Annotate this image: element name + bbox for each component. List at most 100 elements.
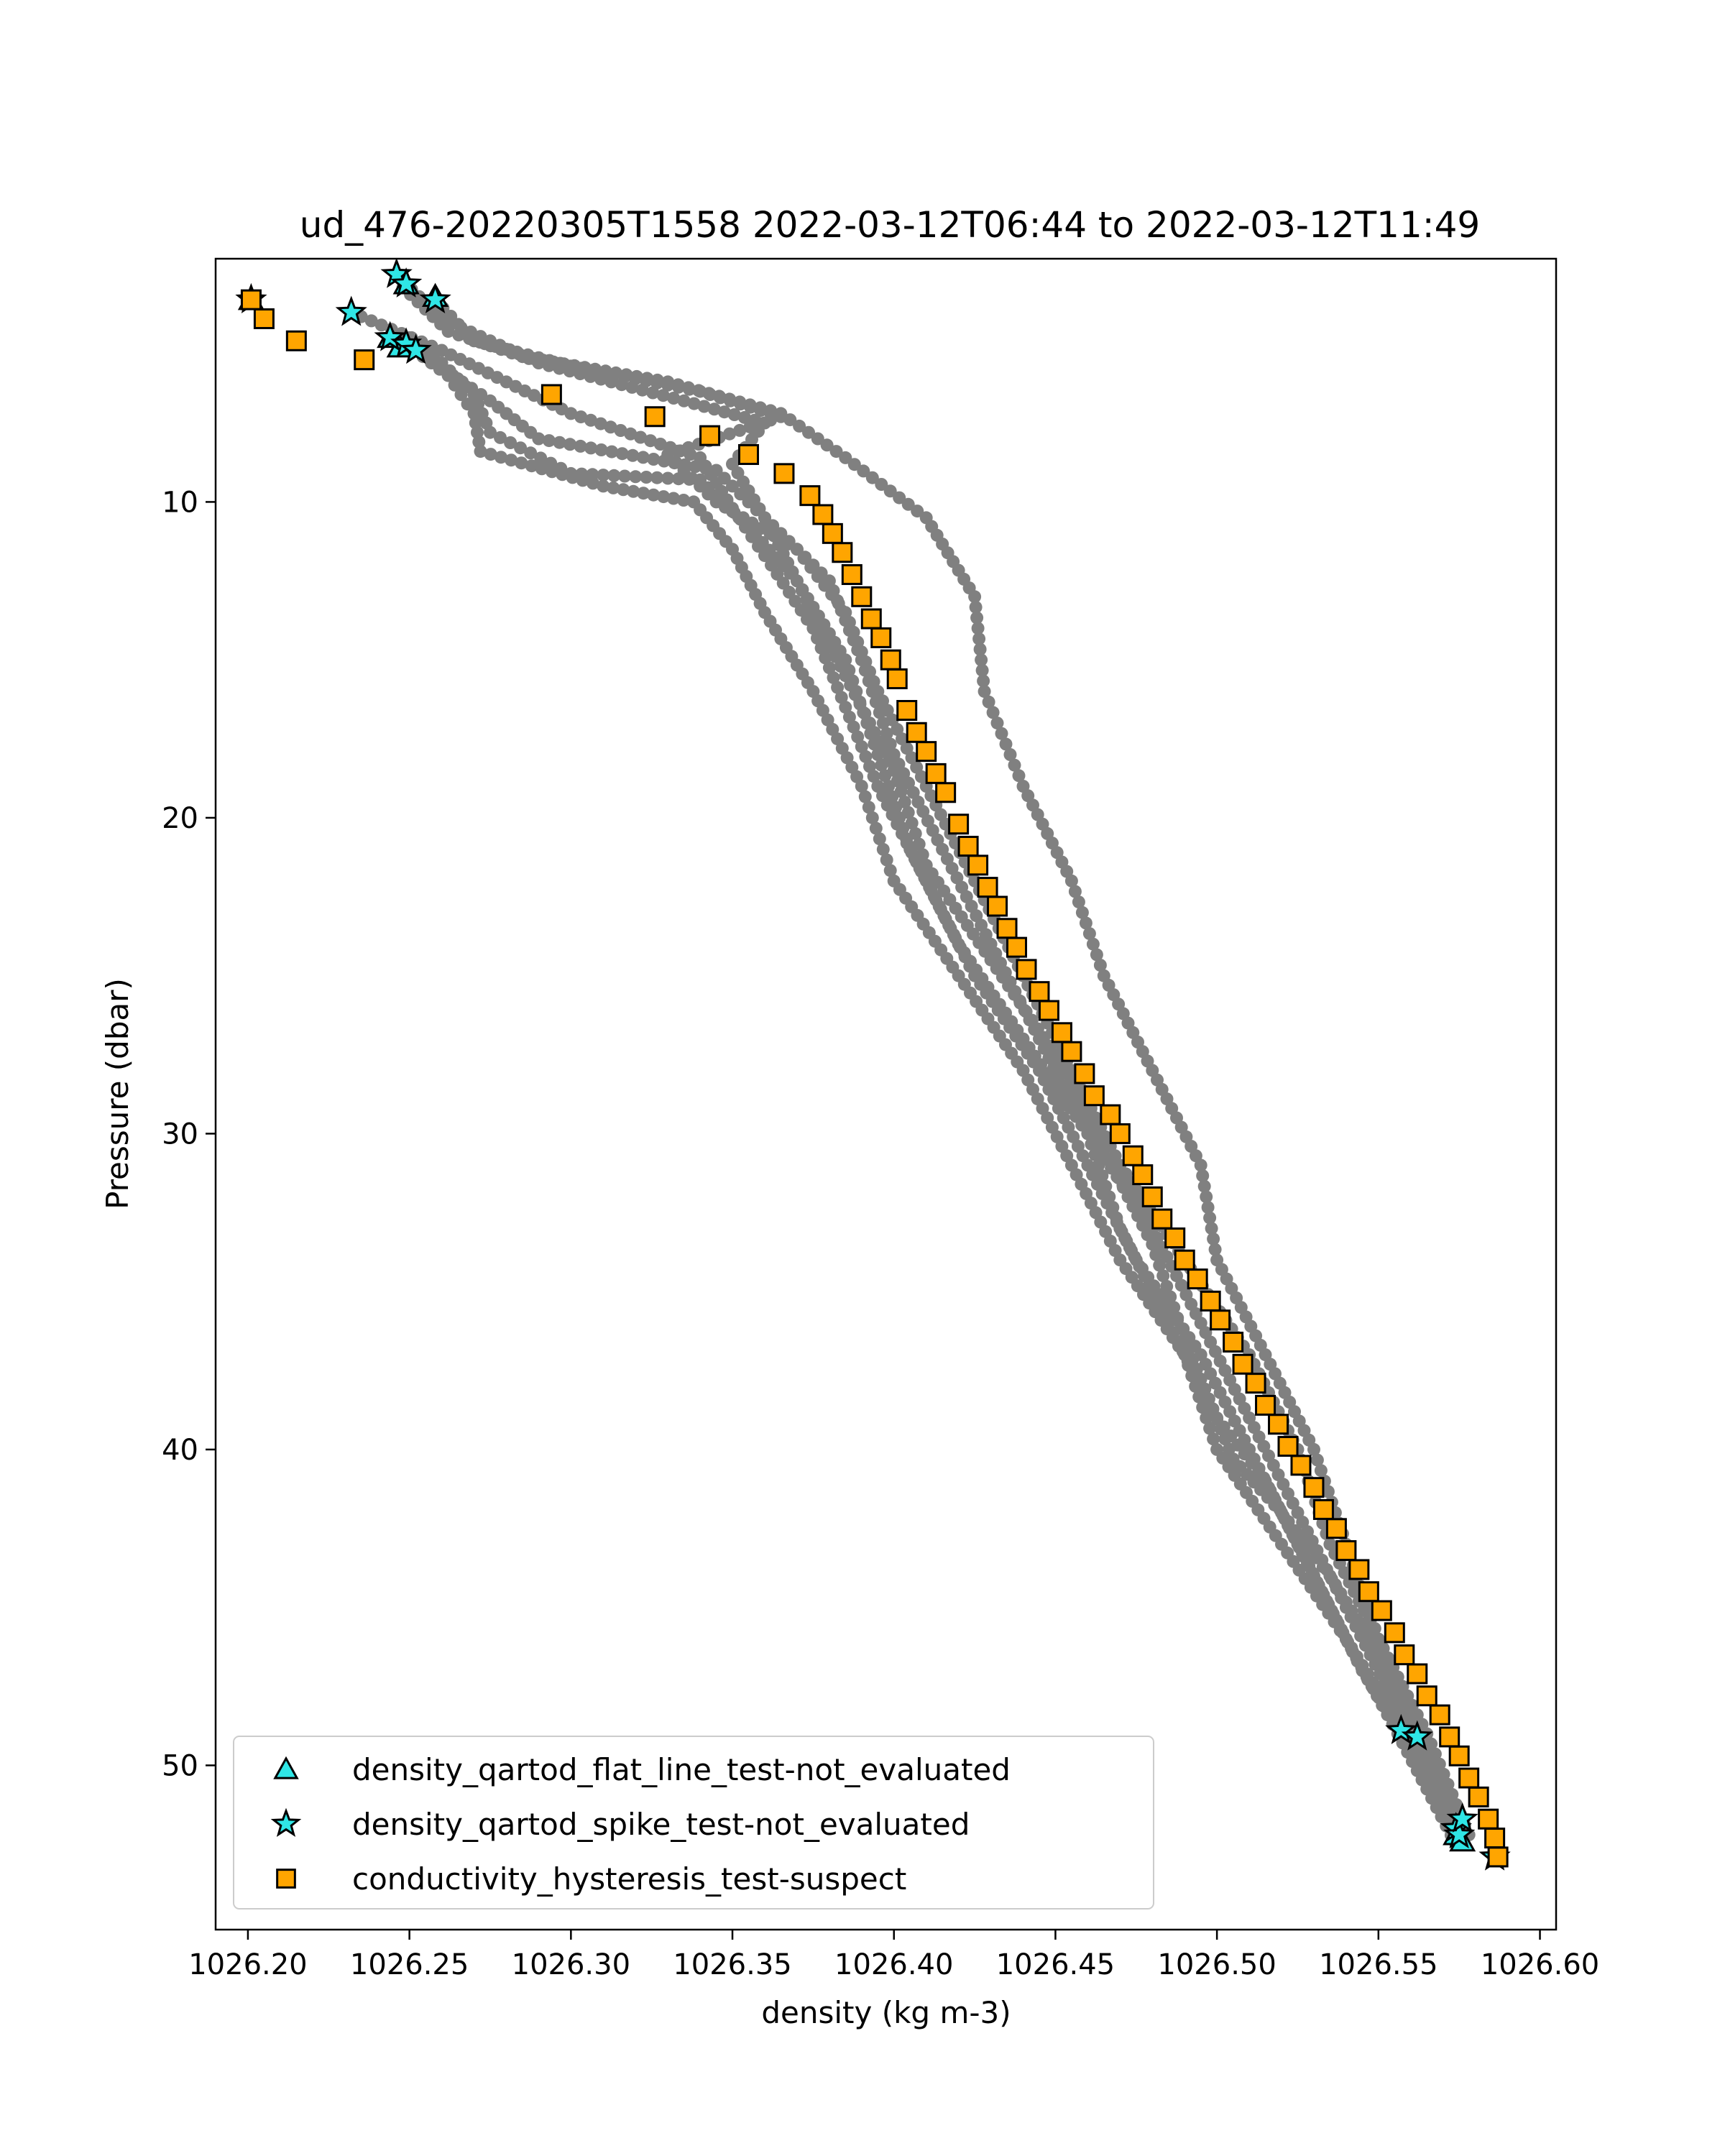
square-marker bbox=[896, 699, 918, 721]
profile-1-point bbox=[971, 622, 985, 635]
profile-4-point bbox=[637, 487, 650, 500]
square-marker bbox=[1407, 1663, 1428, 1685]
profile-2-point bbox=[714, 391, 727, 405]
profile-1-point bbox=[986, 706, 1000, 719]
profile-3-point bbox=[650, 471, 664, 484]
profile-6-point bbox=[1376, 1698, 1389, 1712]
square-marker bbox=[1468, 1786, 1489, 1807]
square-marker bbox=[1200, 1290, 1221, 1312]
profile-7-point bbox=[1310, 1551, 1323, 1565]
profile-5-point bbox=[814, 566, 828, 580]
profile-4-point bbox=[865, 811, 879, 824]
profile-2-point bbox=[774, 410, 788, 423]
profile-1-point bbox=[847, 458, 861, 471]
square-marker bbox=[773, 463, 795, 484]
profile-6-point bbox=[814, 641, 828, 655]
profile-4-point bbox=[515, 456, 528, 470]
profile-2-point bbox=[704, 388, 717, 401]
profile-1-point bbox=[1008, 758, 1021, 772]
square-marker bbox=[285, 330, 307, 351]
profile-5-point bbox=[822, 574, 836, 588]
profile-1-point bbox=[839, 451, 852, 464]
profile-line-4 bbox=[405, 343, 1460, 1833]
plot-frame bbox=[214, 257, 1558, 1931]
profile-7-point bbox=[668, 456, 681, 470]
x-axis-label: density (kg m-3) bbox=[761, 1995, 1011, 2030]
square-marker bbox=[1122, 1145, 1144, 1166]
square-marker bbox=[948, 814, 970, 835]
profile-1-point bbox=[820, 438, 834, 452]
profile-1-point bbox=[1201, 1201, 1215, 1214]
profile-5-point bbox=[858, 663, 872, 677]
profile-1-point bbox=[1307, 1442, 1320, 1456]
profile-1-point bbox=[1194, 1158, 1208, 1172]
profile-2-point bbox=[683, 382, 696, 396]
profile-1-point bbox=[1196, 1169, 1210, 1182]
square-marker bbox=[1394, 1644, 1415, 1666]
profile-5-point bbox=[542, 359, 556, 372]
profile-5-point bbox=[656, 389, 670, 402]
profile-6-point bbox=[1360, 1670, 1374, 1684]
profile-6-point bbox=[732, 511, 745, 525]
profile-6-point bbox=[1355, 1661, 1368, 1674]
profile-7-point bbox=[898, 796, 911, 808]
profile-5-point bbox=[687, 397, 701, 410]
square-marker bbox=[906, 722, 927, 743]
x-tick-label: 1026.20 bbox=[188, 1948, 307, 1981]
legend-star-marker bbox=[270, 1807, 302, 1838]
square-marker bbox=[860, 608, 882, 630]
x-tick-label: 1026.45 bbox=[996, 1948, 1115, 1981]
x-tick-label: 1026.55 bbox=[1319, 1948, 1438, 1981]
square-marker bbox=[886, 668, 908, 690]
profile-1-point bbox=[793, 419, 806, 433]
square-marker bbox=[822, 522, 843, 544]
profile-6-point bbox=[584, 413, 597, 427]
star-marker bbox=[1443, 1818, 1476, 1848]
square-marker bbox=[1484, 1828, 1506, 1849]
profile-6-point bbox=[1345, 1641, 1358, 1655]
profile-1-point bbox=[1207, 1232, 1220, 1245]
x-axis-ticks: 1026.20 1026.25 1026.30 1026.35 1026.40 1026.… bbox=[188, 1930, 1599, 1981]
square-marker bbox=[1458, 1767, 1480, 1789]
star-marker bbox=[1385, 1713, 1417, 1744]
star-marker bbox=[400, 333, 432, 364]
square-marker bbox=[1429, 1704, 1450, 1726]
profile-4-point bbox=[617, 483, 630, 497]
square-marker bbox=[1187, 1268, 1208, 1290]
square-marker bbox=[812, 504, 834, 525]
profile-1-point bbox=[1072, 895, 1085, 909]
square-marker bbox=[644, 406, 666, 428]
profile-5-point bbox=[748, 413, 761, 427]
profile-6-point bbox=[574, 410, 588, 424]
profile-2-point bbox=[723, 427, 736, 441]
profile-6-point bbox=[819, 651, 832, 665]
profile-5-point bbox=[873, 706, 886, 719]
profile-7-point bbox=[474, 388, 488, 401]
profile-6-point bbox=[752, 540, 765, 553]
square-marker bbox=[1290, 1455, 1312, 1476]
profile-1-point bbox=[970, 611, 984, 625]
profile-1-point bbox=[968, 590, 982, 604]
profile-4-point bbox=[576, 474, 589, 487]
profile-1-point bbox=[911, 505, 924, 518]
profile-3-point bbox=[534, 451, 548, 465]
profile-6-point bbox=[827, 671, 840, 684]
profile-6-point bbox=[1350, 1651, 1363, 1664]
legend-square-marker bbox=[276, 1869, 296, 1889]
star-marker bbox=[1401, 1720, 1433, 1751]
profile-4-point bbox=[454, 388, 468, 401]
profile-6-point bbox=[673, 444, 687, 458]
profile-6-point bbox=[653, 438, 667, 451]
profile-5-point bbox=[474, 330, 487, 344]
profile-2-point bbox=[733, 423, 747, 437]
star-marker bbox=[419, 282, 451, 313]
profile-1-point bbox=[1197, 1179, 1211, 1193]
profile-7-point bbox=[456, 375, 469, 389]
profile-7-point bbox=[626, 448, 640, 462]
profile-5-point bbox=[532, 356, 546, 369]
square-marker bbox=[1487, 1846, 1509, 1868]
profile-7-point bbox=[1275, 1506, 1288, 1519]
square-marker bbox=[1348, 1559, 1370, 1580]
profile-4-point bbox=[597, 479, 610, 493]
square-marker bbox=[977, 877, 998, 898]
